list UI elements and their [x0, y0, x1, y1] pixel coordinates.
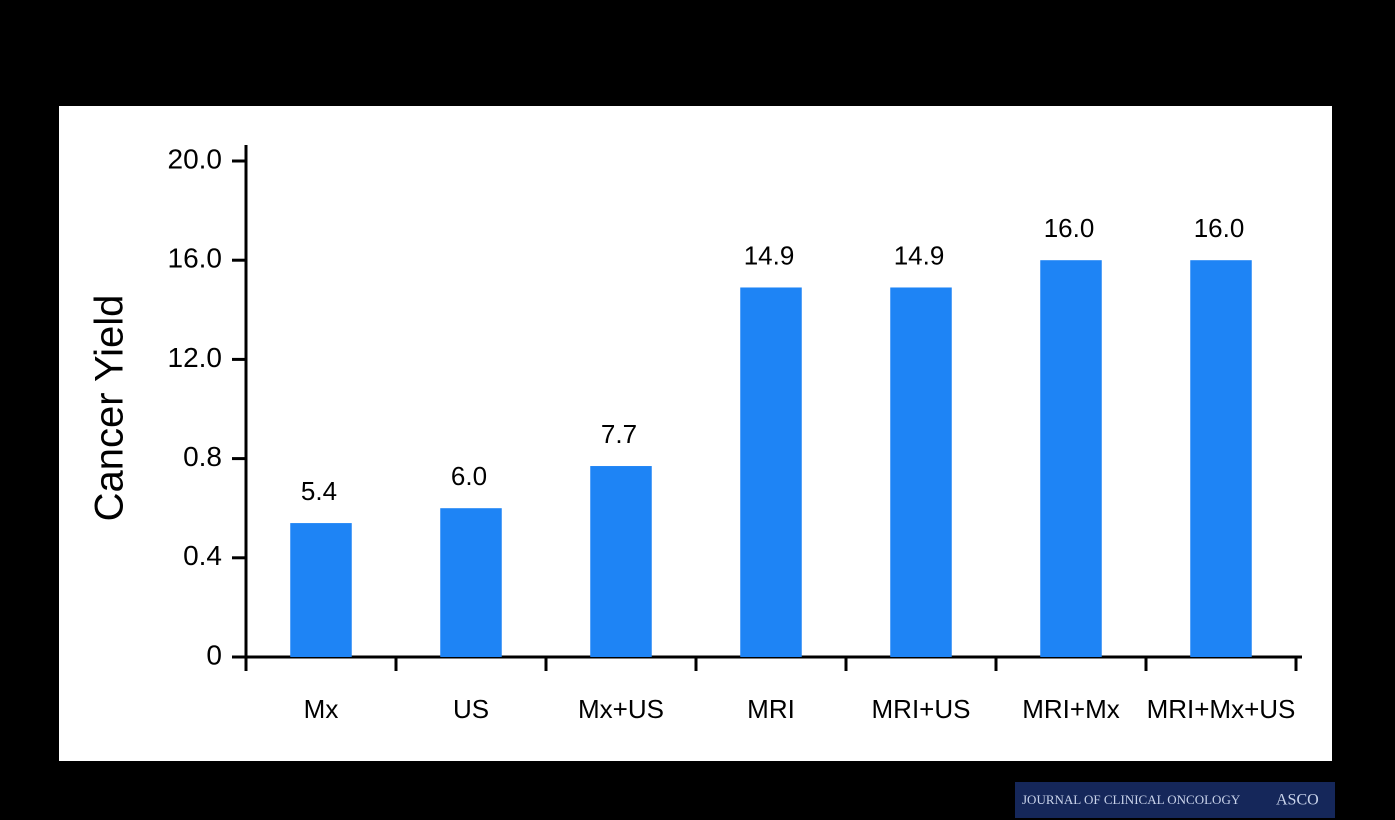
- value-label: 6.0: [451, 461, 487, 491]
- y-tick-label: 20.0: [168, 143, 223, 174]
- bar: [740, 287, 802, 657]
- bar: [1040, 260, 1102, 657]
- value-label: 14.9: [744, 240, 795, 270]
- y-tick-label: 0.8: [183, 441, 222, 472]
- y-tick-label: 0: [206, 639, 222, 670]
- x-tick-label: Mx: [304, 694, 339, 724]
- logo-box: [1015, 782, 1335, 818]
- value-label: 5.4: [301, 476, 337, 506]
- x-tick-label: MRI+US: [872, 694, 971, 724]
- value-label: 14.9: [894, 240, 945, 270]
- y-axis-title: Cancer Yield: [88, 295, 132, 522]
- x-tick-label: US: [453, 694, 489, 724]
- x-tick-label: Mx+US: [578, 694, 664, 724]
- publisher: JOURNAL OF CLINICAL ONCOLOGY: [1022, 792, 1241, 807]
- bar: [290, 523, 352, 657]
- bar: [890, 287, 952, 657]
- x-tick-label: MRI+Mx+US: [1147, 694, 1296, 724]
- logo: ASCO: [1276, 792, 1319, 809]
- y-tick-label: 12.0: [168, 342, 223, 373]
- x-tick-label: MRI+Mx: [1022, 694, 1120, 724]
- value-label: 16.0: [1194, 213, 1245, 243]
- bar: [1190, 260, 1252, 657]
- bar: [440, 508, 502, 657]
- value-label: 16.0: [1044, 213, 1095, 243]
- y-tick-label: 16.0: [168, 243, 223, 274]
- x-tick-label: MRI: [747, 694, 795, 724]
- value-label: 7.7: [601, 419, 637, 449]
- bar: [590, 466, 652, 657]
- plot-panel: [59, 106, 1332, 761]
- y-tick-label: 0.4: [183, 540, 222, 571]
